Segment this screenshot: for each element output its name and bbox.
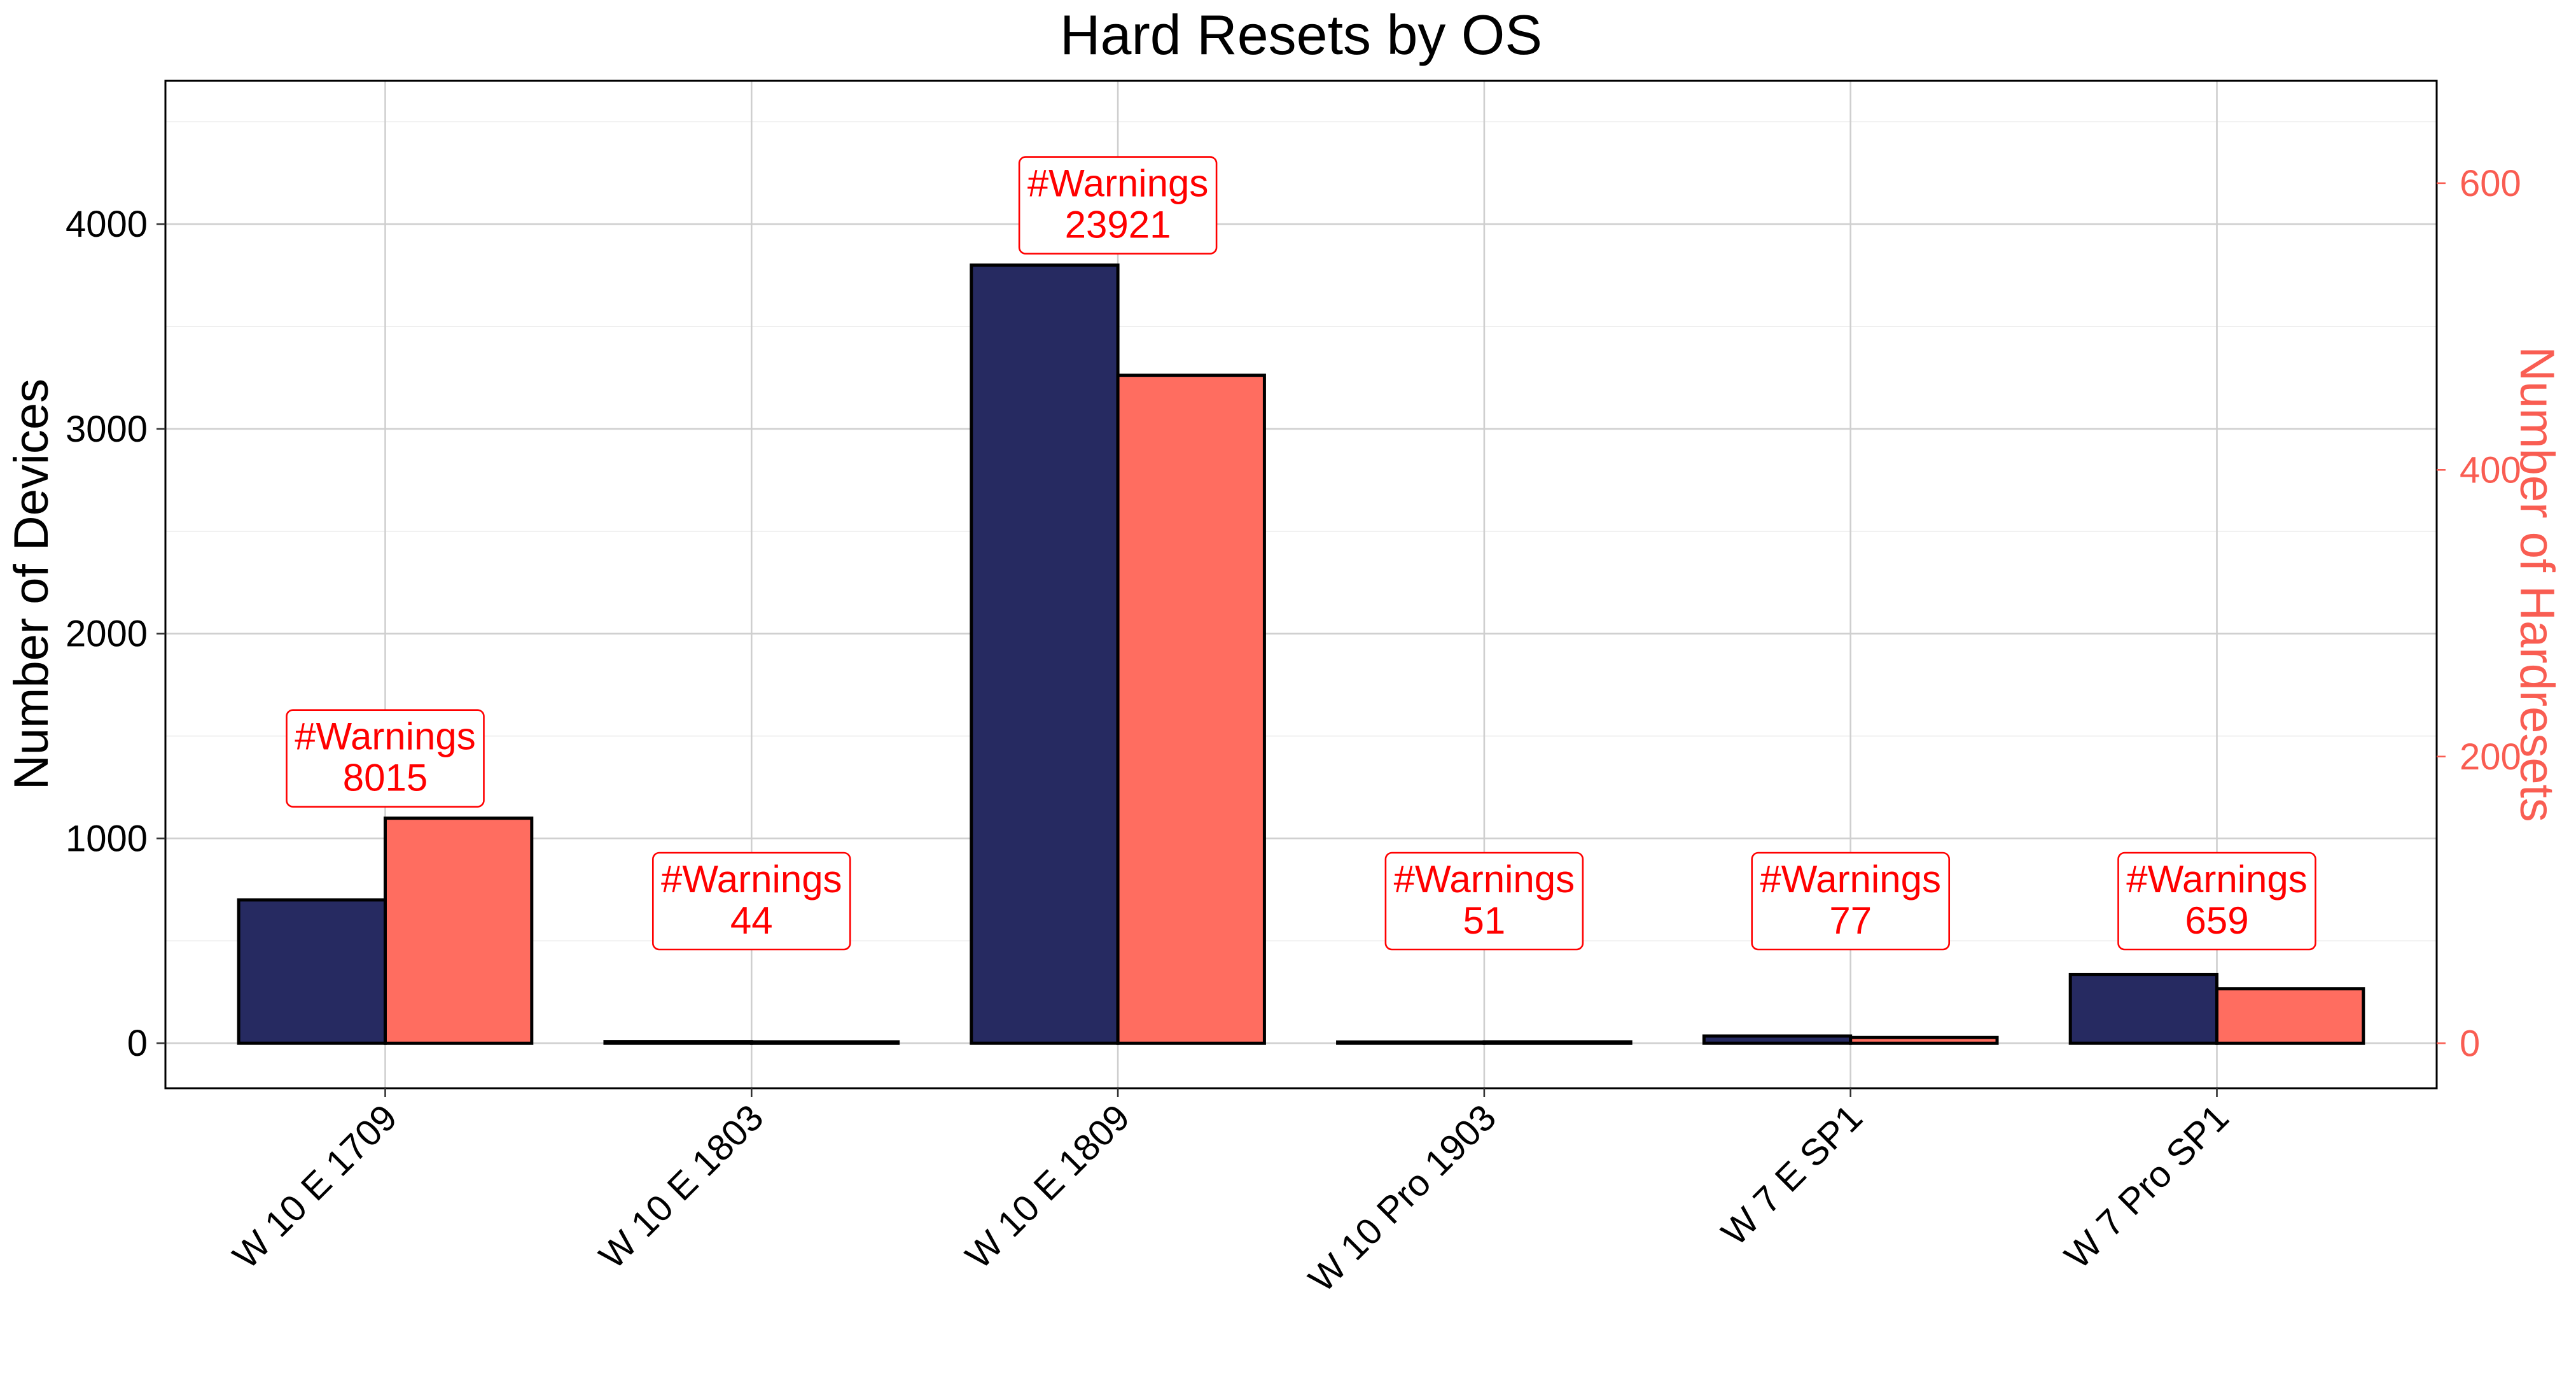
bar-hardresets: [1849, 1035, 1999, 1045]
warning-label-title: #Warnings: [1027, 162, 1209, 205]
y-tick-label-left: 2000: [66, 613, 148, 655]
warning-label-box: [1384, 852, 1584, 951]
warning-label-value: 77: [1829, 899, 1872, 942]
x-tick-label: W 10 E 1809: [957, 1097, 1138, 1277]
bar-devices: [237, 898, 387, 1045]
bar-hardresets: [1482, 1040, 1633, 1045]
warning-label-box: [286, 709, 485, 808]
bar-devices: [1702, 1034, 1853, 1045]
x-tick-label: W 7 Pro SP1: [2057, 1097, 2237, 1277]
y-axis-title-left: Number of Devices: [4, 379, 59, 790]
bar-hardresets: [2215, 987, 2365, 1045]
warning-label-box: [1018, 156, 1218, 255]
bars-layer: [237, 263, 2365, 1045]
y-tick-label-left: 4000: [66, 204, 148, 245]
bar-devices: [1336, 1040, 1486, 1045]
bar-devices: [603, 1040, 753, 1045]
warning-label-value: 23921: [1065, 204, 1171, 246]
y-tick-label-right: 0: [2460, 1023, 2480, 1064]
x-tick-label: W 10 Pro 1903: [1301, 1097, 1505, 1300]
y-tick-label-left: 1000: [66, 818, 148, 859]
x-tick-label: W 7 E SP1: [1713, 1097, 1870, 1254]
warning-label-value: 51: [1463, 899, 1506, 942]
warning-label-box: [1751, 852, 1951, 951]
y-tick-label-right: 600: [2460, 163, 2521, 204]
warning-label-value: 44: [730, 899, 773, 942]
y-tick-label-right: 200: [2460, 736, 2521, 778]
bar-hardresets: [1116, 374, 1266, 1045]
plot-panel-border: [164, 80, 2438, 1090]
warning-label-title: #Warnings: [661, 858, 842, 901]
warning-label-value: 659: [2185, 899, 2248, 942]
x-tick-label: W 10 E 1803: [591, 1097, 771, 1277]
y-axis-title-right: Number of Hardresets: [2510, 346, 2564, 822]
bar-devices: [2068, 972, 2219, 1045]
warning-label-title: #Warnings: [1394, 858, 1575, 901]
annotation-layer: #Warnings8015#Warnings44#Warnings23921#W…: [286, 156, 2316, 951]
warning-label-value: 8015: [343, 757, 428, 799]
warning-label-title: #Warnings: [2126, 858, 2308, 901]
bar-hardresets: [749, 1040, 900, 1045]
warning-label-title: #Warnings: [295, 715, 476, 758]
y-tick-label-left: 3000: [66, 409, 148, 450]
warning-label-title: #Warnings: [1760, 858, 1941, 901]
warning-label-box: [2117, 852, 2316, 951]
bar-hardresets: [383, 817, 534, 1045]
x-tick-label: W 10 E 1709: [225, 1097, 405, 1277]
warning-label-box: [651, 852, 851, 951]
bar-devices: [970, 263, 1120, 1045]
chart-title: Hard Resets by OS: [1060, 3, 1542, 66]
y-tick-label-right: 400: [2460, 449, 2521, 491]
y-tick-label-left: 0: [127, 1023, 148, 1064]
